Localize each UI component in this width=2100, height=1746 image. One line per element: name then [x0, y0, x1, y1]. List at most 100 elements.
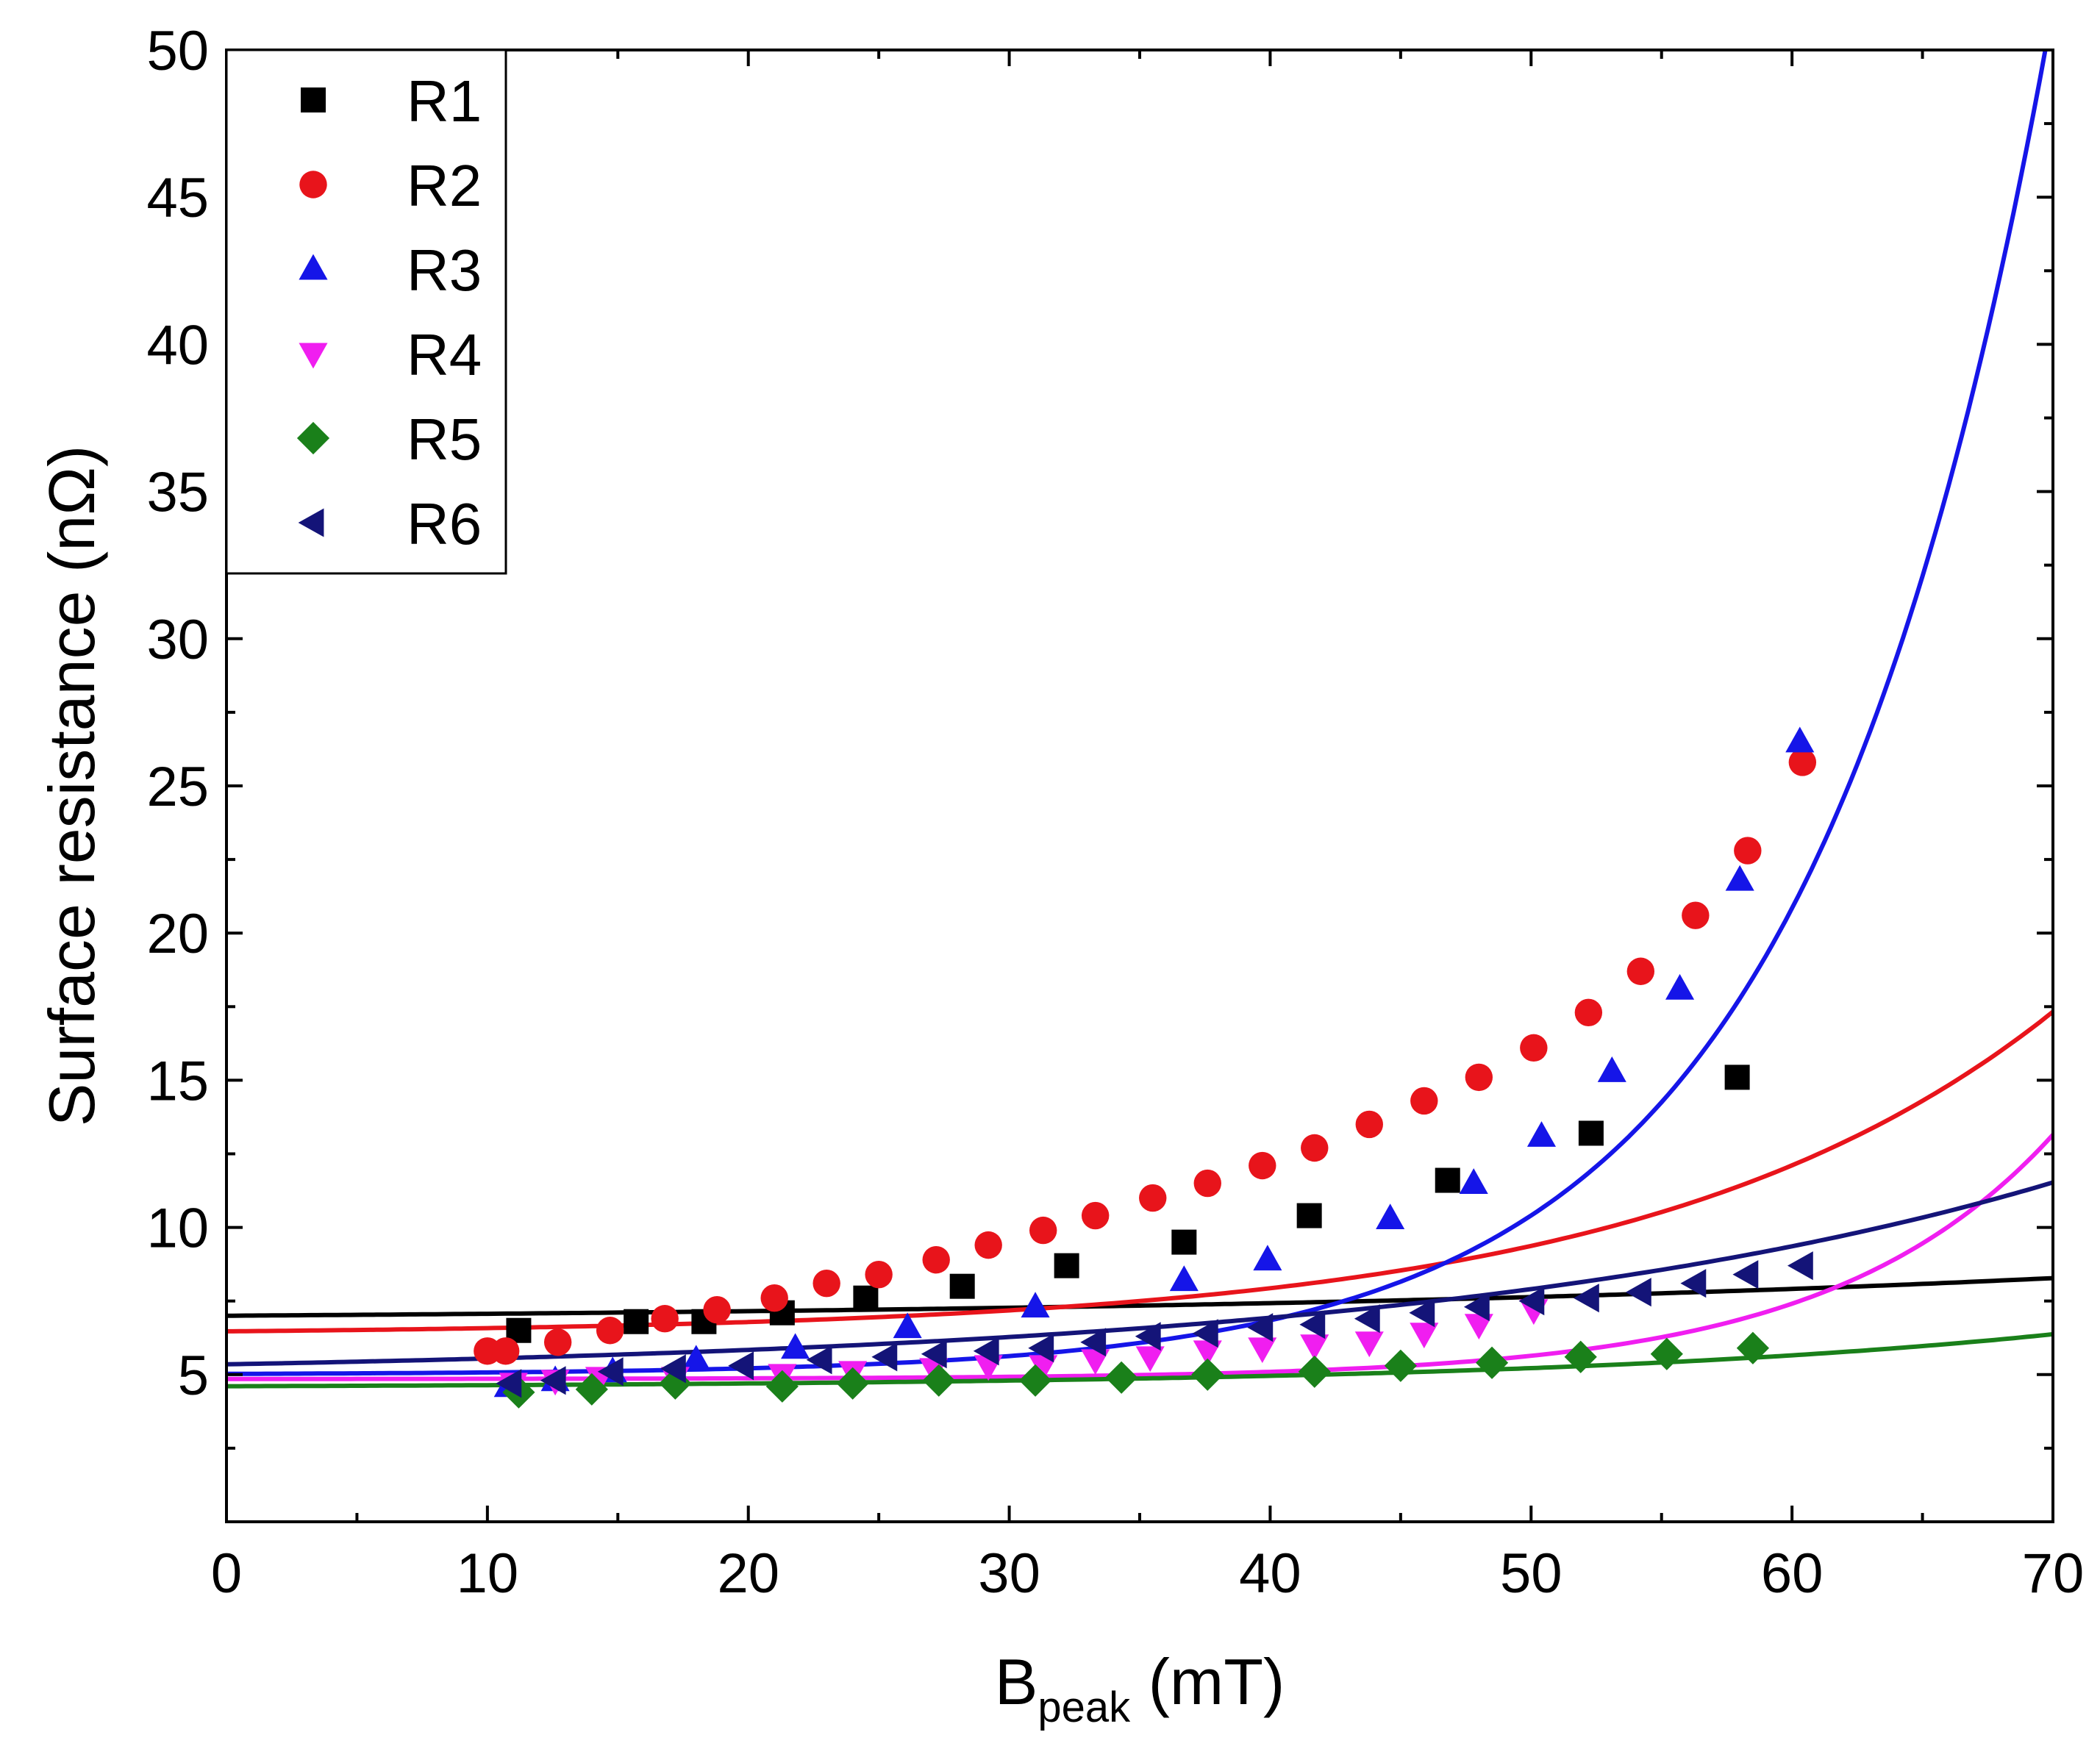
data-point: [1355, 1110, 1383, 1139]
data-point: [1625, 1278, 1651, 1307]
data-point: [922, 1364, 955, 1397]
data-point: [1247, 1313, 1274, 1342]
data-point: [1409, 1298, 1435, 1328]
data-point: [1626, 957, 1655, 985]
data-point: [1021, 1292, 1050, 1318]
y-tick-label: 15: [146, 1050, 209, 1112]
y-tick-label: 20: [146, 903, 209, 965]
data-point: [1081, 1349, 1110, 1375]
y-tick-label: 5: [178, 1345, 209, 1407]
legend-marker-r4: [299, 343, 328, 369]
data-point: [765, 1370, 799, 1403]
data-point: [624, 1309, 649, 1334]
data-point: [1465, 1063, 1493, 1092]
x-axis-title-subscript: peak: [1038, 1684, 1131, 1731]
data-point: [543, 1328, 572, 1356]
data-point: [1573, 1284, 1599, 1313]
data-point: [1029, 1355, 1058, 1381]
y-tick-label: 10: [146, 1198, 209, 1260]
fit-curve-r4: [226, 1133, 2053, 1381]
data-markers: [474, 726, 1817, 1409]
x-tick-label: 70: [2022, 1542, 2085, 1605]
data-point: [1029, 1216, 1057, 1245]
data-point: [1680, 1269, 1707, 1298]
data-point: [1018, 1364, 1052, 1397]
data-point: [1081, 1201, 1110, 1230]
x-tick-label: 50: [1500, 1542, 1562, 1605]
x-axis-title: Bpeak (mT): [995, 1645, 1285, 1731]
data-point: [1725, 865, 1754, 891]
legend-label-r5: R5: [407, 407, 482, 472]
data-point: [1410, 1323, 1439, 1349]
y-tick-label: 45: [146, 167, 209, 229]
legend-marker-r3: [299, 254, 328, 280]
x-tick-label: 10: [457, 1542, 519, 1605]
data-point: [496, 1369, 522, 1398]
data-point: [540, 1366, 566, 1395]
data-point: [1192, 1319, 1218, 1348]
x-tick-label: 0: [211, 1542, 242, 1605]
data-point: [491, 1337, 520, 1365]
data-point: [1564, 1340, 1597, 1373]
data-point: [973, 1337, 999, 1366]
legend-marker-r6: [298, 508, 324, 537]
data-point: [1384, 1349, 1417, 1382]
data-point: [853, 1285, 879, 1311]
data-point: [1249, 1151, 1276, 1180]
data-point: [1191, 1358, 1224, 1391]
data-point: [1520, 1034, 1548, 1062]
data-point: [1736, 1331, 1770, 1364]
x-axis-title-main: B: [995, 1645, 1038, 1718]
data-point: [659, 1367, 692, 1400]
data-point: [1526, 1121, 1557, 1147]
x-tick-label: 30: [978, 1542, 1040, 1605]
y-tick-label: 50: [146, 20, 209, 82]
data-point: [1171, 1229, 1197, 1255]
y-tick-label: 25: [146, 756, 209, 818]
legend-label-r1: R1: [407, 68, 482, 134]
data-point: [1135, 1346, 1165, 1373]
fit-curve-r1: [226, 1275, 2053, 1318]
data-point: [921, 1339, 947, 1369]
data-point: [1518, 1287, 1545, 1316]
x-tick-label: 20: [717, 1542, 779, 1605]
data-point: [1193, 1169, 1221, 1198]
series-r5: [502, 1331, 1770, 1409]
data-point: [1732, 1260, 1759, 1289]
y-tick-label: 35: [146, 462, 209, 524]
data-point: [760, 1284, 788, 1312]
data-point: [1787, 1251, 1813, 1281]
legend-marker-r5: [296, 421, 330, 455]
data-point: [1682, 901, 1710, 929]
data-point: [1193, 1340, 1222, 1367]
data-point: [1665, 973, 1695, 1000]
legend-box: [225, 49, 507, 575]
data-point: [1135, 1322, 1161, 1351]
data-point: [1169, 1265, 1199, 1292]
data-point: [1298, 1355, 1331, 1388]
data-point: [1435, 1167, 1460, 1193]
data-point: [1105, 1361, 1138, 1394]
data-point: [1463, 1292, 1490, 1322]
data-point: [949, 1273, 975, 1299]
data-point: [1410, 1087, 1438, 1115]
data-point: [660, 1354, 686, 1384]
data-point: [1788, 748, 1817, 776]
data-point: [806, 1345, 832, 1375]
data-point: [1054, 1253, 1079, 1278]
data-point: [1376, 1203, 1405, 1230]
series-r3: [493, 726, 1815, 1398]
data-point: [1354, 1331, 1384, 1358]
data-point: [1459, 1168, 1488, 1194]
data-point: [1785, 726, 1815, 753]
data-point: [836, 1367, 869, 1400]
legend-marker-r2: [299, 171, 327, 198]
data-point: [1253, 1245, 1282, 1271]
data-point: [1299, 1310, 1326, 1339]
data-point: [865, 1260, 893, 1289]
data-point: [1139, 1184, 1167, 1212]
fit-curve-r3: [226, 50, 2048, 1376]
data-point: [1578, 1120, 1604, 1146]
